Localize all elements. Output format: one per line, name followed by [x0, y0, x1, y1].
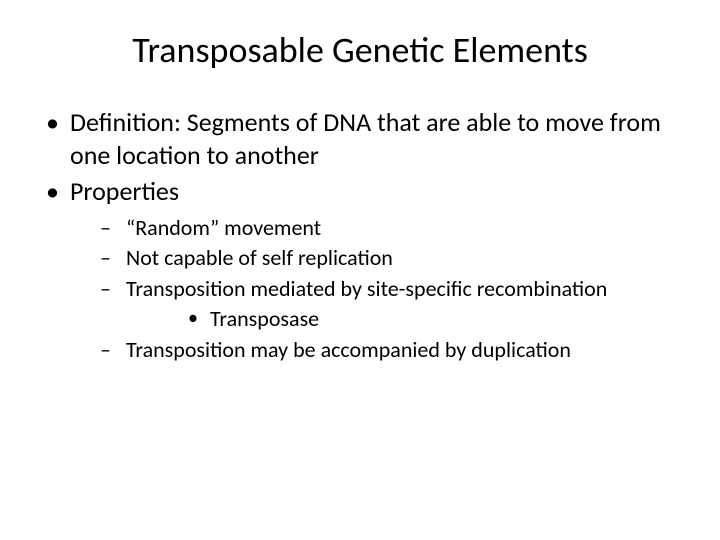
bullet-text: Properties [70, 175, 179, 207]
bullet-list-level3: Transposase [126, 305, 680, 334]
bullet-text: Transposition may be accompanied by dupl… [126, 336, 571, 363]
list-item: Definition: Segments of DNA that are abl… [40, 106, 680, 171]
list-item: Transposition may be accompanied by dupl… [70, 336, 680, 365]
slide-title: Transposable Genetic Elements [40, 28, 680, 72]
list-item: Not capable of self replication [70, 244, 680, 273]
bullet-text: Not capable of self replication [126, 244, 393, 271]
list-item: Transposition mediated by site-specific … [70, 275, 680, 334]
bullet-text: Transposition mediated by site-specific … [126, 275, 607, 302]
bullet-list-level2: “Random” movement Not capable of self re… [70, 214, 680, 365]
list-item: “Random” movement [70, 214, 680, 243]
list-item: Properties “Random” movement Not capable… [40, 175, 680, 364]
bullet-list-level1: Definition: Segments of DNA that are abl… [40, 106, 680, 364]
slide: Transposable Genetic Elements Definition… [0, 0, 720, 540]
bullet-text: Definition: Segments of DNA that are abl… [70, 106, 661, 171]
bullet-text: Transposase [210, 305, 319, 332]
list-item: Transposase [126, 305, 680, 334]
bullet-text: “Random” movement [126, 214, 321, 241]
